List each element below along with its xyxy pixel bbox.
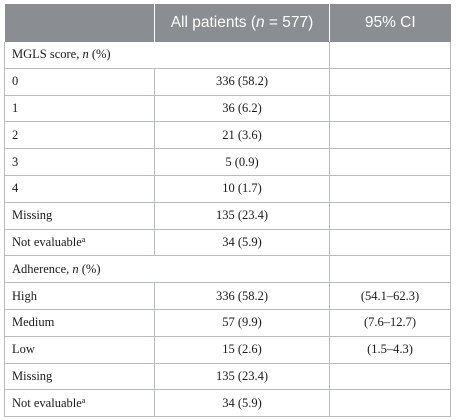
row-value: 34 (5.9) (154, 229, 330, 257)
row-value: 135 (23.4) (154, 202, 330, 230)
footnote-marker: a (81, 234, 86, 244)
table-row: 2 21 (3.6) (4, 121, 451, 150)
row-label: High (4, 282, 155, 310)
row-ci: (7.6–12.7) (329, 309, 451, 337)
section-title-mgls-prefix: MGLS score, (12, 47, 83, 62)
row-label: 3 (4, 148, 155, 176)
row-label: Not evaluablea (4, 389, 155, 418)
row-label: Missing (4, 202, 155, 230)
results-table: All patients (n = 577) 95% CI MGLS score… (4, 4, 451, 418)
row-label: Medium (4, 309, 155, 337)
row-value: 336 (58.2) (154, 68, 330, 96)
row-ci (329, 95, 451, 123)
row-label-text: Not evaluable (12, 395, 82, 410)
row-ci (329, 363, 451, 391)
section-blank-mgls (329, 42, 451, 69)
section-title-mgls: MGLS score, n (%) (4, 42, 330, 69)
table-row: 0 336 (58.2) (4, 68, 451, 96)
row-label: 1 (4, 95, 155, 123)
section-row-mgls: MGLS score, n (%) (4, 42, 451, 69)
row-ci: (54.1–62.3) (329, 282, 451, 310)
table-row: Missing 135 (23.4) (4, 363, 451, 391)
table-row: Not evaluablea 34 (5.9) (4, 229, 451, 257)
table-row: Medium 57 (9.9) (7.6–12.7) (4, 309, 451, 337)
section-row-adherence: Adherence, n (%) (4, 255, 451, 284)
section-title-adherence-suffix: (%) (78, 261, 101, 276)
row-ci (329, 202, 451, 230)
table-row: 4 10 (1.7) (4, 175, 451, 203)
row-value: 336 (58.2) (154, 282, 330, 310)
table-row: Not evaluablea 34 (5.9) (4, 389, 451, 418)
section-title-mgls-suffix: (%) (88, 47, 111, 62)
row-label-text: Not evaluable (12, 234, 82, 249)
row-label: 0 (4, 68, 155, 96)
table-row: Missing 135 (23.4) (4, 202, 451, 230)
header-ci: 95% CI (329, 4, 451, 42)
row-value: 57 (9.9) (154, 309, 330, 337)
row-ci (329, 68, 451, 96)
header-all-patients: All patients (n = 577) (154, 4, 330, 42)
row-value: 15 (2.6) (154, 336, 330, 364)
table-row: Low 15 (2.6) (1.5–4.3) (4, 336, 451, 364)
row-label: 4 (4, 175, 155, 203)
row-ci (329, 148, 451, 176)
row-value: 5 (0.9) (154, 148, 330, 176)
header-blank-cell (4, 4, 155, 42)
section-title-mgls-n: n (82, 47, 89, 62)
section-title-adherence-n: n (72, 261, 79, 276)
row-label: Not evaluablea (4, 229, 155, 257)
section-blank-adherence (329, 255, 451, 284)
row-ci (329, 121, 451, 150)
footnote-marker: a (81, 395, 86, 405)
row-value: 34 (5.9) (154, 389, 330, 418)
section-title-adherence: Adherence, n (%) (4, 255, 330, 284)
table-header-row: All patients (n = 577) 95% CI (4, 4, 451, 42)
table-row: 3 5 (0.9) (4, 148, 451, 176)
table-row: High 336 (58.2) (54.1–62.3) (4, 282, 451, 310)
row-value: 10 (1.7) (154, 175, 330, 203)
row-value: 36 (6.2) (154, 95, 330, 123)
row-label: 2 (4, 121, 155, 150)
section-title-adherence-prefix: Adherence, (12, 261, 73, 276)
row-value: 135 (23.4) (154, 363, 330, 391)
row-ci: (1.5–4.3) (329, 336, 451, 364)
row-ci (329, 229, 451, 257)
row-label: Low (4, 336, 155, 364)
row-ci (329, 175, 451, 203)
row-value: 21 (3.6) (154, 121, 330, 150)
row-ci (329, 389, 451, 418)
table-row: 1 36 (6.2) (4, 95, 451, 123)
header-all-patients-suffix: = 577) (264, 14, 314, 31)
header-all-patients-prefix: All patients ( (170, 14, 256, 31)
header-all-patients-n: n (255, 14, 265, 31)
row-label: Missing (4, 363, 155, 391)
